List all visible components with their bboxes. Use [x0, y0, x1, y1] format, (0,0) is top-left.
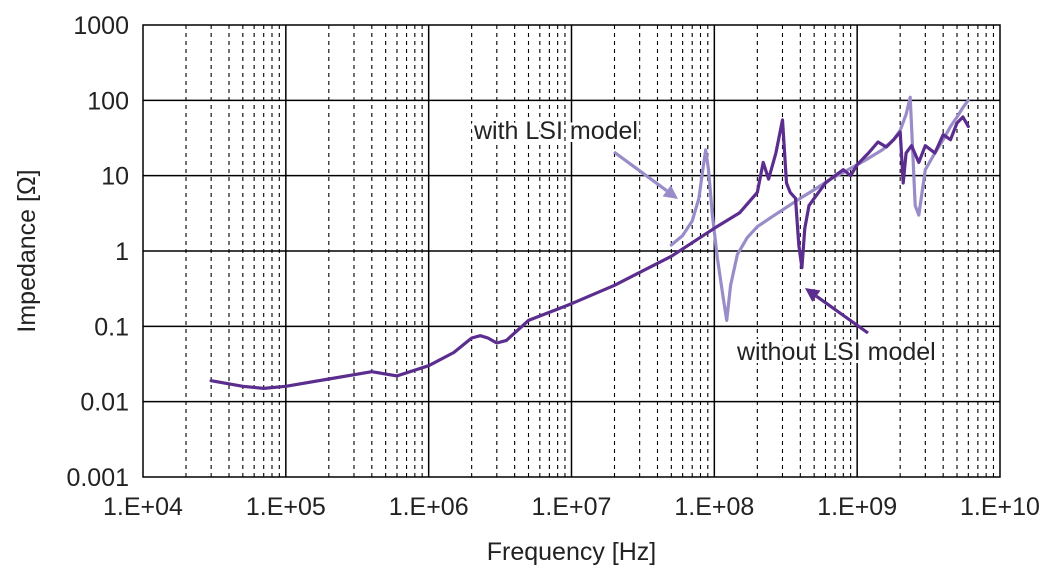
grid [143, 25, 1000, 477]
y-tick-label: 0.1 [94, 313, 129, 341]
x-tick-labels: 1.E+04 1.E+05 1.E+06 1.E+07 1.E+08 1.E+09 1.E+… [103, 493, 1040, 521]
arrow-head [805, 288, 821, 302]
x-tick-label: 1.E+10 [960, 493, 1040, 521]
series-with-lsi-model-line [669, 95, 970, 322]
arrow-shaft [815, 294, 869, 335]
arrow-without-lsi-model [805, 288, 869, 335]
x-tick-label: 1.E+05 [246, 493, 326, 521]
x-tick-label: 1.E+07 [532, 493, 612, 521]
y-tick-label: 0.001 [66, 464, 129, 492]
annotation-without-lsi-model: without LSI model [736, 338, 936, 366]
y-tick-label: 1 [115, 238, 129, 266]
series-layer [209, 95, 970, 390]
arrow-head [662, 185, 678, 199]
series-without-lsi-model-line [209, 115, 970, 390]
y-tick-label: 1000 [73, 12, 129, 40]
annotation-with-lsi-model: with LSI model [473, 117, 638, 145]
x-tick-label: 1.E+04 [103, 493, 183, 521]
x-tick-label: 1.E+06 [389, 493, 469, 521]
x-tick-label: 1.E+09 [817, 493, 897, 521]
x-axis-title: Frequency [Hz] [487, 538, 657, 566]
y-tick-label: 10 [101, 163, 129, 191]
arrow-with-lsi-model [613, 150, 678, 199]
y-tick-label: 0.01 [80, 389, 129, 417]
plot-frame [142, 24, 1001, 478]
y-tick-labels: 0.001 0.01 0.1 1 10 100 1000 [66, 12, 129, 492]
arrow-shaft [613, 150, 668, 193]
y-tick-label: 100 [87, 87, 129, 115]
y-axis-title: Impedance [Ω] [13, 169, 41, 332]
x-tick-label: 1.E+08 [674, 493, 754, 521]
annotation-arrows [613, 150, 869, 335]
